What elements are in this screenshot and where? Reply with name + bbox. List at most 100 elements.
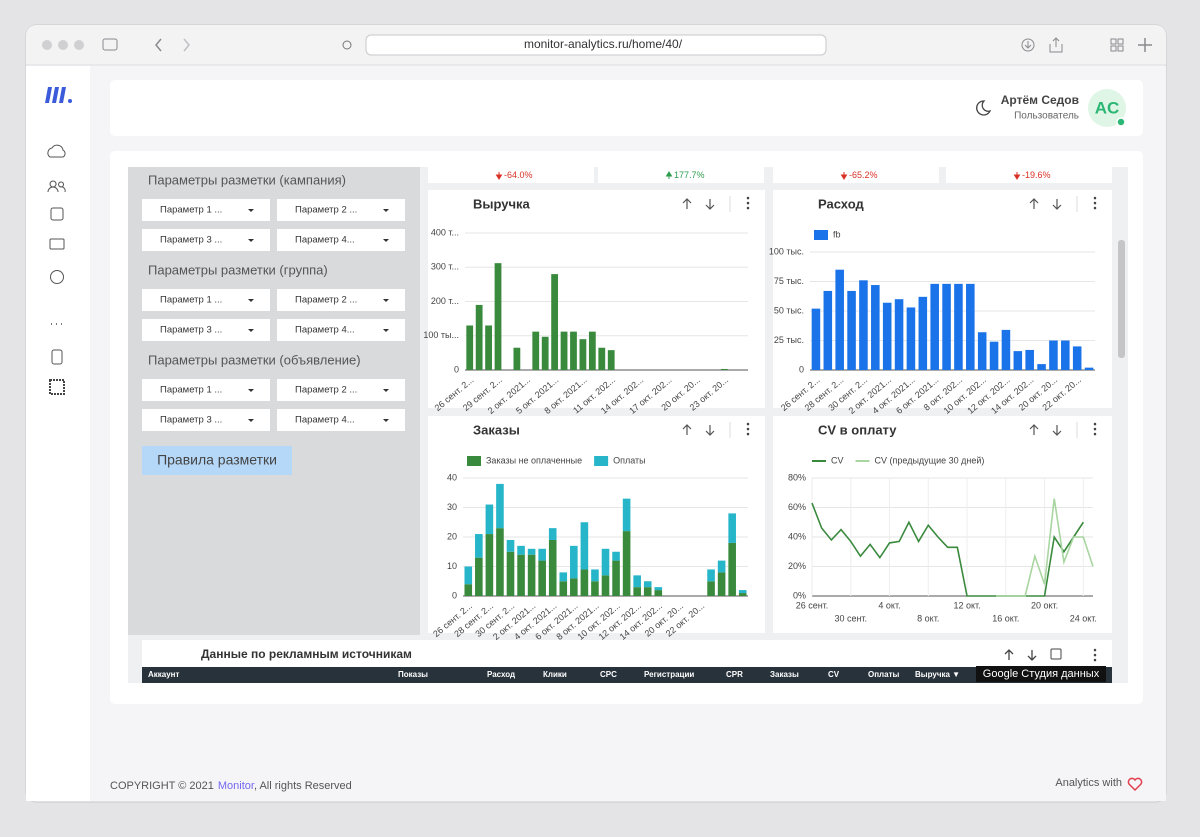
kpi-card bbox=[946, 167, 1112, 183]
dropdown[interactable] bbox=[277, 379, 405, 401]
bar bbox=[977, 332, 987, 370]
watermark: Google Студия данных bbox=[983, 668, 1100, 680]
x-tick-label: 12 окт. bbox=[953, 600, 980, 610]
rules-button[interactable] bbox=[142, 446, 292, 475]
dropdown[interactable] bbox=[277, 319, 405, 341]
nav-icon[interactable] bbox=[51, 349, 63, 365]
avatar[interactable] bbox=[1088, 89, 1126, 127]
kpi-arrow bbox=[495, 172, 503, 180]
dropdown[interactable] bbox=[277, 199, 405, 221]
bar bbox=[559, 581, 568, 596]
bar bbox=[738, 593, 747, 596]
bar bbox=[954, 283, 963, 370]
table-title: Данные по рекламным источникам bbox=[201, 647, 412, 661]
bar bbox=[541, 336, 549, 370]
back-button[interactable] bbox=[155, 38, 162, 52]
heart-icon bbox=[1127, 777, 1143, 792]
bar bbox=[942, 283, 951, 370]
bar bbox=[485, 534, 494, 596]
bar bbox=[707, 581, 715, 596]
kpi-delta: -64.0% bbox=[504, 170, 533, 180]
dropdown[interactable] bbox=[277, 229, 405, 251]
window-button[interactable] bbox=[58, 40, 68, 50]
dropdown-label: Параметр 4... bbox=[295, 235, 355, 246]
dropdown[interactable] bbox=[277, 409, 405, 431]
nav-icon[interactable] bbox=[49, 238, 65, 250]
dropdown-label: Параметр 2 ... bbox=[295, 385, 357, 396]
dropdown-caret bbox=[383, 389, 389, 392]
bar bbox=[475, 304, 483, 370]
bar bbox=[559, 572, 568, 582]
logo[interactable] bbox=[45, 87, 66, 103]
window-button[interactable] bbox=[42, 40, 52, 50]
bar bbox=[1084, 367, 1094, 370]
bar bbox=[966, 283, 975, 370]
bar bbox=[859, 280, 868, 370]
dropdown-label: Параметр 3 ... bbox=[160, 235, 222, 246]
dropdown[interactable] bbox=[142, 409, 270, 431]
bar bbox=[930, 283, 939, 370]
y-tick-label: 300 т... bbox=[431, 262, 459, 272]
dropdown[interactable] bbox=[142, 289, 270, 311]
bar bbox=[612, 551, 620, 561]
table-column: Заказы bbox=[770, 670, 799, 679]
share-icon[interactable] bbox=[1049, 37, 1063, 53]
y-tick-label: 0% bbox=[793, 590, 806, 600]
y-tick-label: 200 т... bbox=[431, 296, 459, 306]
dropdown-caret bbox=[248, 209, 254, 212]
bar bbox=[527, 554, 536, 596]
scrollbar[interactable] bbox=[1118, 240, 1125, 358]
dropdown-caret bbox=[248, 419, 254, 422]
bar bbox=[1037, 364, 1046, 370]
nav-icon[interactable] bbox=[50, 270, 64, 284]
bar bbox=[591, 581, 599, 596]
brightness-icon[interactable] bbox=[342, 40, 352, 50]
bar bbox=[835, 269, 844, 370]
bar bbox=[607, 350, 615, 370]
tabs-icon[interactable] bbox=[1110, 38, 1124, 52]
export-icon[interactable] bbox=[1050, 648, 1062, 660]
bar bbox=[601, 575, 610, 596]
chart-sort-icons bbox=[682, 424, 715, 436]
address-bar[interactable] bbox=[365, 34, 827, 56]
chart-sort-icons bbox=[1029, 198, 1062, 210]
dropdown[interactable] bbox=[142, 229, 270, 251]
kpi-delta: 177.7% bbox=[674, 170, 705, 180]
dropdown-label: Параметр 3 ... bbox=[160, 415, 222, 426]
new-tab[interactable] bbox=[1138, 38, 1152, 52]
bar bbox=[1072, 346, 1082, 370]
dropdown[interactable] bbox=[142, 379, 270, 401]
bar bbox=[811, 308, 821, 370]
window-button[interactable] bbox=[74, 40, 84, 50]
table-column: Расход bbox=[487, 670, 515, 679]
sort-icons[interactable] bbox=[1004, 649, 1037, 661]
bar bbox=[551, 274, 559, 370]
chart-title: Расход bbox=[818, 196, 864, 211]
legend-label: CV bbox=[831, 455, 844, 465]
nav-icon[interactable] bbox=[47, 144, 66, 158]
theme-toggle[interactable] bbox=[976, 100, 992, 116]
bar bbox=[513, 347, 521, 370]
filter-group-title: Параметры разметки (кампания) bbox=[148, 172, 346, 187]
y-tick-label: 40 bbox=[447, 472, 457, 482]
copyright: COPYRIGHT © 2021 Monitor, All rights Rese… bbox=[110, 780, 352, 792]
y-tick-label: 75 тыс. bbox=[774, 276, 804, 286]
forward-button[interactable] bbox=[183, 38, 190, 52]
nav-icon[interactable] bbox=[47, 180, 66, 193]
dropdown[interactable] bbox=[277, 289, 405, 311]
legend-swatch bbox=[467, 456, 481, 466]
nav-icon[interactable] bbox=[50, 207, 64, 221]
kpi-delta: -19.6% bbox=[1022, 170, 1051, 180]
status-dot bbox=[1116, 117, 1126, 127]
brand-link[interactable]: Monitor bbox=[218, 780, 255, 792]
bar bbox=[464, 566, 473, 585]
dropdown-caret bbox=[248, 389, 254, 392]
sidebar-toggle[interactable] bbox=[102, 38, 118, 51]
dropdown[interactable] bbox=[142, 199, 270, 221]
y-tick-label: 400 т... bbox=[431, 227, 459, 237]
download-icon[interactable] bbox=[1021, 38, 1035, 52]
x-tick-label: 24 окт. bbox=[1070, 613, 1097, 623]
table-header bbox=[142, 667, 1112, 683]
qr-icon[interactable] bbox=[49, 379, 65, 395]
dropdown[interactable] bbox=[142, 319, 270, 341]
